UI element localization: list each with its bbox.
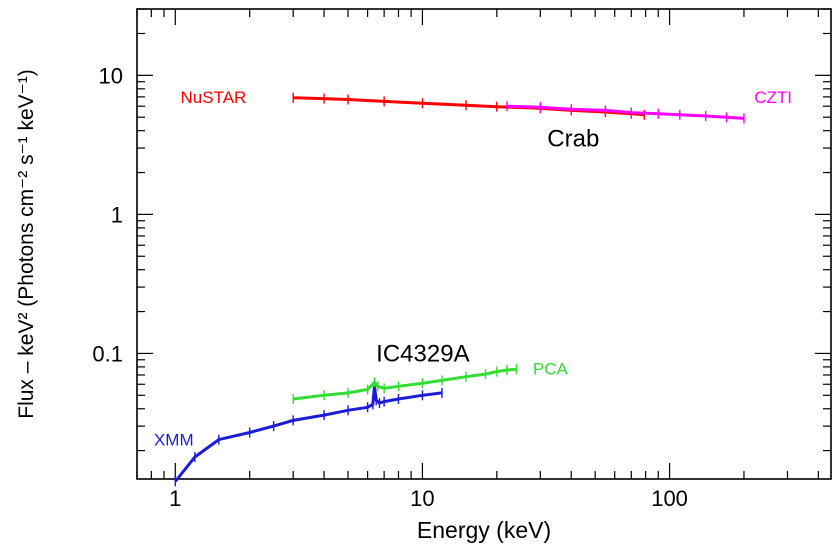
- annotation-ic4329a: IC4329A: [376, 340, 469, 367]
- y-tick-label: 0.1: [92, 341, 123, 366]
- x-tick-label: 10: [410, 486, 434, 511]
- plot-frame: [136, 8, 832, 480]
- pca-label: PCA: [533, 359, 569, 378]
- xmm-label: XMM: [154, 431, 194, 450]
- axis-ticks: 1 10 100 10 1 0.1: [92, 8, 831, 511]
- data-marks: [174, 92, 745, 487]
- czti-label: CZTI: [754, 88, 792, 107]
- xmm-series: [174, 381, 443, 487]
- czti-series: [506, 101, 745, 124]
- y-axis-title: Flux – keV² (Photons cm⁻² s⁻¹ keV⁻¹): [15, 69, 38, 419]
- nustar-line: [293, 96, 645, 117]
- x-tick-label: 100: [651, 486, 688, 511]
- nustar-series: [292, 92, 645, 120]
- xmm-line: [174, 386, 443, 483]
- y-tick-label: 1: [111, 202, 123, 227]
- annotation-crab: Crab: [547, 126, 599, 153]
- nustar-label: NuSTAR: [181, 88, 247, 107]
- pca-line: [293, 367, 517, 401]
- czti-line: [507, 104, 745, 120]
- x-tick-label: 1: [169, 486, 181, 511]
- pca-series: [292, 364, 518, 405]
- y-tick-label: 10: [99, 63, 123, 88]
- series-labels: NuSTAR CZTI XMM PCA Crab IC4329A: [154, 88, 792, 450]
- x-axis-title: Energy (keV): [417, 517, 551, 543]
